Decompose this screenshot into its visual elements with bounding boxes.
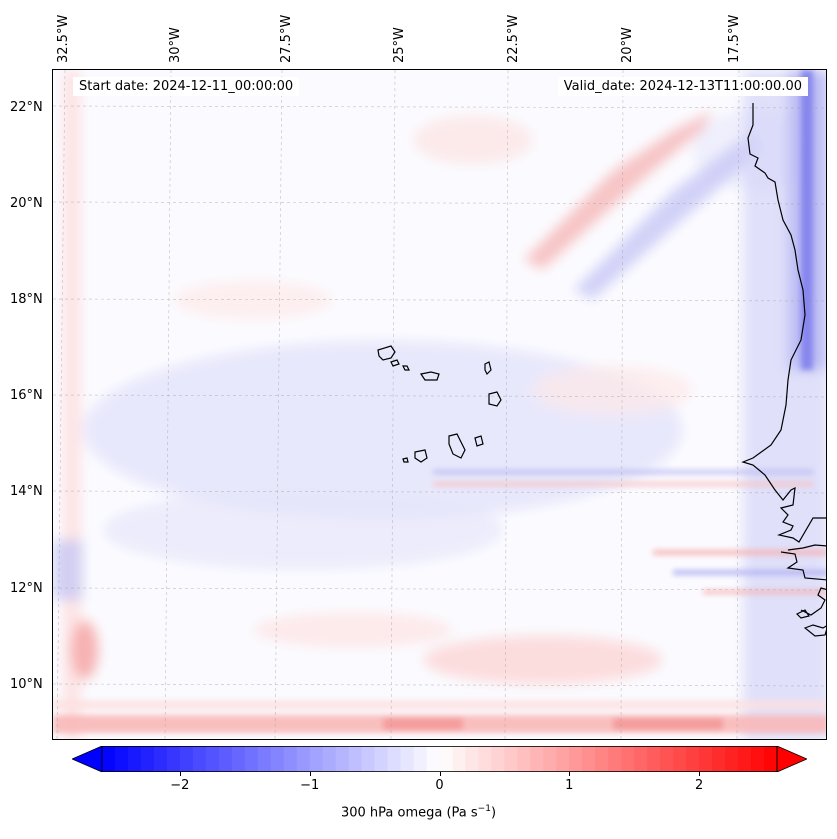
colorbar-cell [400,746,415,772]
colorbar-cell [647,746,661,772]
colorbar-cell [504,746,518,772]
colorbar-tickmark [309,772,311,776]
colorbar-cell [140,746,155,772]
colorbar-label: 300 hPa omega (Pa s−1) [340,804,497,821]
colorbar-tickmark [179,772,181,776]
colorbar-cell [309,746,324,772]
colorbar-cell [634,746,648,772]
lon-label: 17.5°W [727,14,742,63]
colorbar-cell [114,746,129,772]
colorbar-cell [231,746,246,772]
colorbar-cell [673,746,687,772]
colorbar-tickmark [569,772,571,776]
colorbar-cell [322,746,337,772]
colorbar-cell [608,746,622,772]
colorbar-tickmark [699,772,701,776]
colorbar-cell [530,746,544,772]
map-panel [52,69,827,740]
colorbar-cell [153,746,168,772]
lat-label: 16°N [10,388,43,403]
colorbar-cell [699,746,713,772]
colorbar-cell [725,746,739,772]
colorbar-tickmark [439,772,441,776]
colorbar-cell [179,746,194,772]
island-maio [474,435,484,447]
colorbar-cell [569,746,583,772]
lat-label: 10°N [10,677,43,692]
colorbar-cell [478,746,492,772]
colorbar-cell [102,746,116,772]
island-santo-antao [377,345,396,361]
omega-shading-sharp [53,70,826,733]
colorbar-cell [491,746,505,772]
lon-label: 30°W [168,27,183,63]
lon-label: 32.5°W [56,14,71,63]
lon-label: 20°W [620,27,635,63]
colorbar-cell [387,746,402,772]
colorbar-tick-label: −2 [170,778,190,793]
colorbar-tick-label: 2 [694,778,704,793]
colorbar-cell [686,746,700,772]
africa-coastline [741,103,826,543]
lon-label: 22.5°W [506,14,521,63]
lon-label: 27.5°W [279,14,294,63]
colorbar-cell [374,746,389,772]
coastlines [377,103,826,637]
colorbar-cell [582,746,596,772]
colorbar-cell [439,746,453,772]
valid-date-label: Valid_date: 2024-12-13T11:00:00.00 [557,77,808,96]
island-sao-vicente [390,359,400,367]
colorbar-tick-label: 0 [435,778,444,793]
lat-label: 18°N [10,292,43,307]
colorbar-cell [660,746,674,772]
colorbar-max-extend [776,746,807,772]
gridlines [53,70,826,739]
colorbar-cell [257,746,272,772]
colorbar-cell [452,746,466,772]
colorbar-cell [465,746,479,772]
colorbar [72,746,807,772]
colorbar-cell [205,746,220,772]
colorbar-min-extend [72,746,103,772]
lat-label: 14°N [10,484,43,499]
colorbar-cell [413,746,428,772]
colorbar-cell [543,746,557,772]
island-santiago [448,433,466,459]
colorbar-cell [348,746,363,772]
colorbar-cell [283,746,298,772]
colorbar-tick-label: −1 [300,778,320,793]
island-sao-nicolau [420,371,440,381]
colorbar-cell [166,746,181,772]
lat-label: 12°N [10,581,43,596]
colorbar-cell [296,746,311,772]
colorbar-cell [270,746,285,772]
colorbar-cell [335,746,350,772]
colorbar-cell [621,746,635,772]
colorbar-cell [361,746,376,772]
omega-shading [53,70,826,739]
colorbar-cell [426,746,440,772]
island-boa-vista [488,391,502,407]
lat-label: 20°N [10,196,43,211]
lon-label: 25°W [392,27,407,63]
colorbar-cell [218,746,233,772]
colorbar-cell [192,746,207,772]
colorbar-cell [764,746,778,772]
colorbar-cell [712,746,726,772]
island-brava [402,457,409,463]
colorbar-tick-label: 1 [565,778,574,793]
colorbar-cell [244,746,259,772]
island-fogo [414,449,428,463]
island-sal [484,361,492,376]
colorbar-cell [595,746,609,772]
start-date-label: Start date: 2024-12-11_00:00:00 [73,77,300,96]
colorbar-cell [556,746,570,772]
colorbar-cell [127,746,142,772]
omega-field-map [53,70,826,739]
colorbar-cell [517,746,531,772]
colorbar-cell [738,746,752,772]
lat-label: 22°N [10,100,43,115]
colorbar-cell [751,746,765,772]
